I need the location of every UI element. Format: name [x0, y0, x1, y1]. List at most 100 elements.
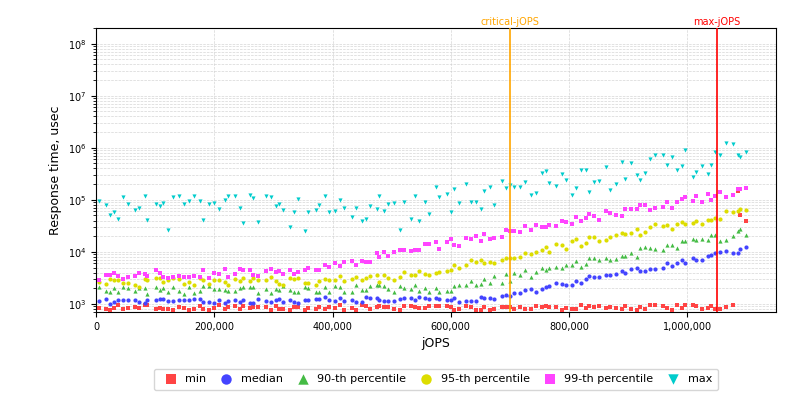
95-th percentile: [503, 255, 516, 262]
99-th percentile: [656, 204, 669, 211]
95-th percentile: [610, 232, 622, 238]
min: [219, 306, 232, 312]
median: [334, 295, 346, 302]
max: [696, 162, 709, 169]
max: [600, 164, 613, 170]
99-th percentile: [610, 212, 622, 218]
max: [182, 198, 195, 204]
median: [740, 244, 753, 250]
95-th percentile: [178, 281, 190, 287]
min: [666, 307, 678, 314]
99-th percentile: [310, 267, 322, 273]
min: [273, 305, 286, 312]
99-th percentile: [686, 198, 699, 204]
99-th percentile: [260, 268, 273, 274]
max: [570, 184, 582, 191]
99-th percentile: [644, 207, 657, 214]
90-th percentile: [422, 289, 435, 296]
median: [228, 297, 241, 304]
median: [518, 287, 531, 294]
median: [696, 256, 709, 263]
median: [610, 270, 622, 277]
min: [243, 305, 256, 312]
max: [488, 202, 501, 208]
95-th percentile: [398, 268, 410, 275]
90-th percentile: [178, 291, 190, 298]
95-th percentile: [277, 282, 290, 288]
99-th percentile: [714, 188, 726, 195]
90-th percentile: [273, 286, 286, 293]
median: [460, 298, 473, 304]
min: [618, 303, 631, 310]
min: [495, 304, 508, 310]
99-th percentile: [704, 196, 717, 203]
median: [398, 295, 410, 301]
median: [277, 298, 290, 305]
min: [600, 304, 613, 311]
90-th percentile: [649, 246, 662, 252]
90-th percentile: [445, 288, 458, 294]
median: [364, 294, 377, 301]
90-th percentile: [247, 284, 260, 290]
median: [530, 288, 542, 295]
min: [593, 303, 606, 309]
99-th percentile: [111, 272, 124, 279]
90-th percentile: [141, 290, 154, 297]
max: [638, 170, 651, 176]
X-axis label: jOPS: jOPS: [422, 337, 450, 350]
99-th percentile: [292, 269, 305, 275]
99-th percentile: [108, 270, 121, 276]
99-th percentile: [671, 198, 684, 205]
median: [219, 300, 232, 306]
95-th percentile: [162, 276, 174, 283]
99-th percentile: [243, 267, 256, 273]
90-th percentile: [288, 289, 301, 296]
95-th percentile: [133, 284, 146, 290]
min: [649, 302, 662, 308]
median: [720, 248, 733, 254]
95-th percentile: [382, 275, 395, 282]
95-th percentile: [319, 276, 332, 282]
max: [243, 192, 256, 198]
min: [370, 304, 383, 310]
min: [720, 304, 733, 310]
99-th percentile: [345, 258, 358, 264]
95-th percentile: [378, 272, 390, 278]
median: [111, 296, 124, 303]
99-th percentile: [298, 267, 311, 273]
min: [483, 307, 496, 314]
Text: critical-jOPS: critical-jOPS: [481, 16, 539, 26]
99-th percentile: [207, 270, 220, 276]
90-th percentile: [618, 253, 631, 259]
99-th percentile: [430, 239, 442, 245]
90-th percentile: [588, 254, 601, 261]
90-th percentile: [624, 250, 637, 256]
99-th percentile: [579, 215, 592, 222]
min: [555, 307, 568, 313]
min: [579, 305, 592, 311]
90-th percentile: [503, 278, 516, 284]
min: [133, 305, 146, 312]
max: [117, 193, 130, 200]
95-th percentile: [593, 238, 606, 244]
95-th percentile: [656, 223, 669, 230]
median: [260, 298, 273, 304]
95-th percentile: [570, 236, 582, 242]
max: [360, 216, 373, 222]
99-th percentile: [247, 272, 260, 278]
max: [686, 174, 699, 181]
95-th percentile: [559, 246, 572, 252]
min: [234, 306, 246, 312]
max: [419, 198, 432, 205]
90-th percentile: [372, 282, 385, 288]
median: [676, 256, 689, 263]
max: [408, 192, 421, 199]
min: [350, 306, 362, 313]
median: [178, 297, 190, 304]
90-th percentile: [475, 281, 488, 288]
median: [616, 267, 629, 274]
min: [345, 305, 358, 312]
90-th percentile: [514, 272, 526, 278]
95-th percentile: [686, 220, 699, 226]
95-th percentile: [666, 225, 678, 232]
